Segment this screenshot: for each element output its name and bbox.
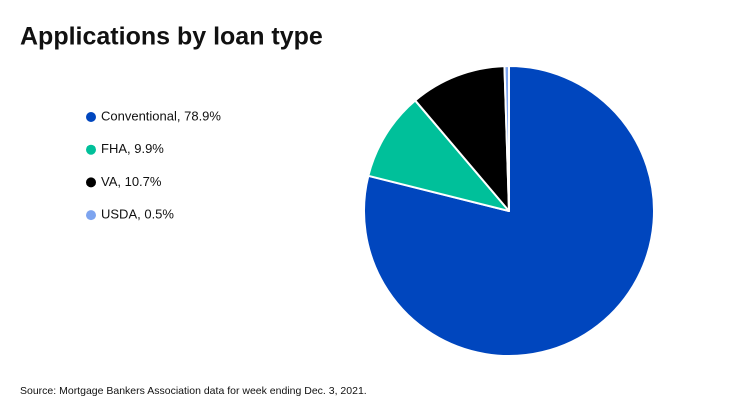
legend-swatch: [86, 177, 96, 188]
legend-text: VA, 10.7%: [101, 174, 162, 189]
source-note: Source: Mortgage Bankers Association dat…: [20, 385, 367, 397]
legend-swatch: [86, 144, 96, 155]
pie-slice: [367, 99, 510, 212]
chart-title: Applications by loan type: [20, 23, 323, 51]
pie-slice: [414, 65, 510, 212]
legend-swatch: [86, 210, 96, 221]
legend-swatch: [86, 112, 96, 122]
pie-slice: [503, 65, 510, 212]
legend-text: FHA, 9.9%: [101, 141, 164, 156]
legend-text: Conventional, 78.9%: [101, 108, 221, 123]
legend-text: USDA, 0.5%: [101, 207, 174, 222]
